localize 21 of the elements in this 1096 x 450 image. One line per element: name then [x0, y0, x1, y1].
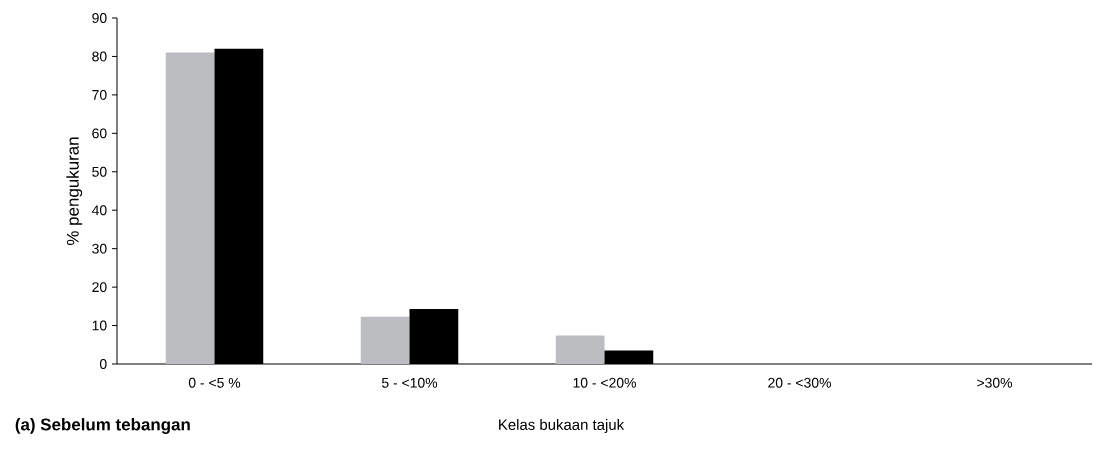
- x-tick-label: 10 - <20%: [573, 377, 636, 388]
- bar: [165, 52, 215, 364]
- x-axis-title: Kelas bukaan tajuk: [499, 419, 625, 433]
- text: (a) Sebelum tebangan: [15, 418, 190, 434]
- x-tick-label: >30%: [977, 377, 1013, 388]
- y-tick-label: 90: [92, 13, 107, 23]
- y-tick-label: 80: [92, 51, 107, 62]
- y-tick-label: 60: [92, 128, 107, 139]
- bar: [360, 316, 410, 364]
- x-tick-label: 5 - <10%: [381, 377, 438, 388]
- y-tick-label: 40: [91, 205, 107, 216]
- y-tick-label: 30: [92, 243, 107, 254]
- y-tick-label: 20: [92, 282, 107, 293]
- y-tick-label: 70: [92, 89, 107, 100]
- bar: [555, 335, 605, 364]
- x-tick-label: 0 - <5 %: [188, 377, 241, 388]
- y-tick-label: 50: [92, 166, 107, 177]
- y-axis-title: % pengukuran: [66, 137, 83, 246]
- y-tick-label: 10: [92, 320, 107, 331]
- y-tick-label: 0: [99, 359, 107, 369]
- x-tick-label: 20 - <30%: [768, 377, 831, 388]
